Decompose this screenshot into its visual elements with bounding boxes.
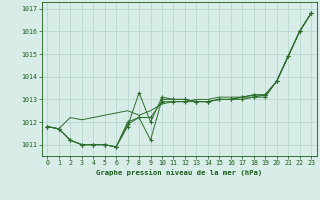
X-axis label: Graphe pression niveau de la mer (hPa): Graphe pression niveau de la mer (hPa)	[96, 169, 262, 176]
